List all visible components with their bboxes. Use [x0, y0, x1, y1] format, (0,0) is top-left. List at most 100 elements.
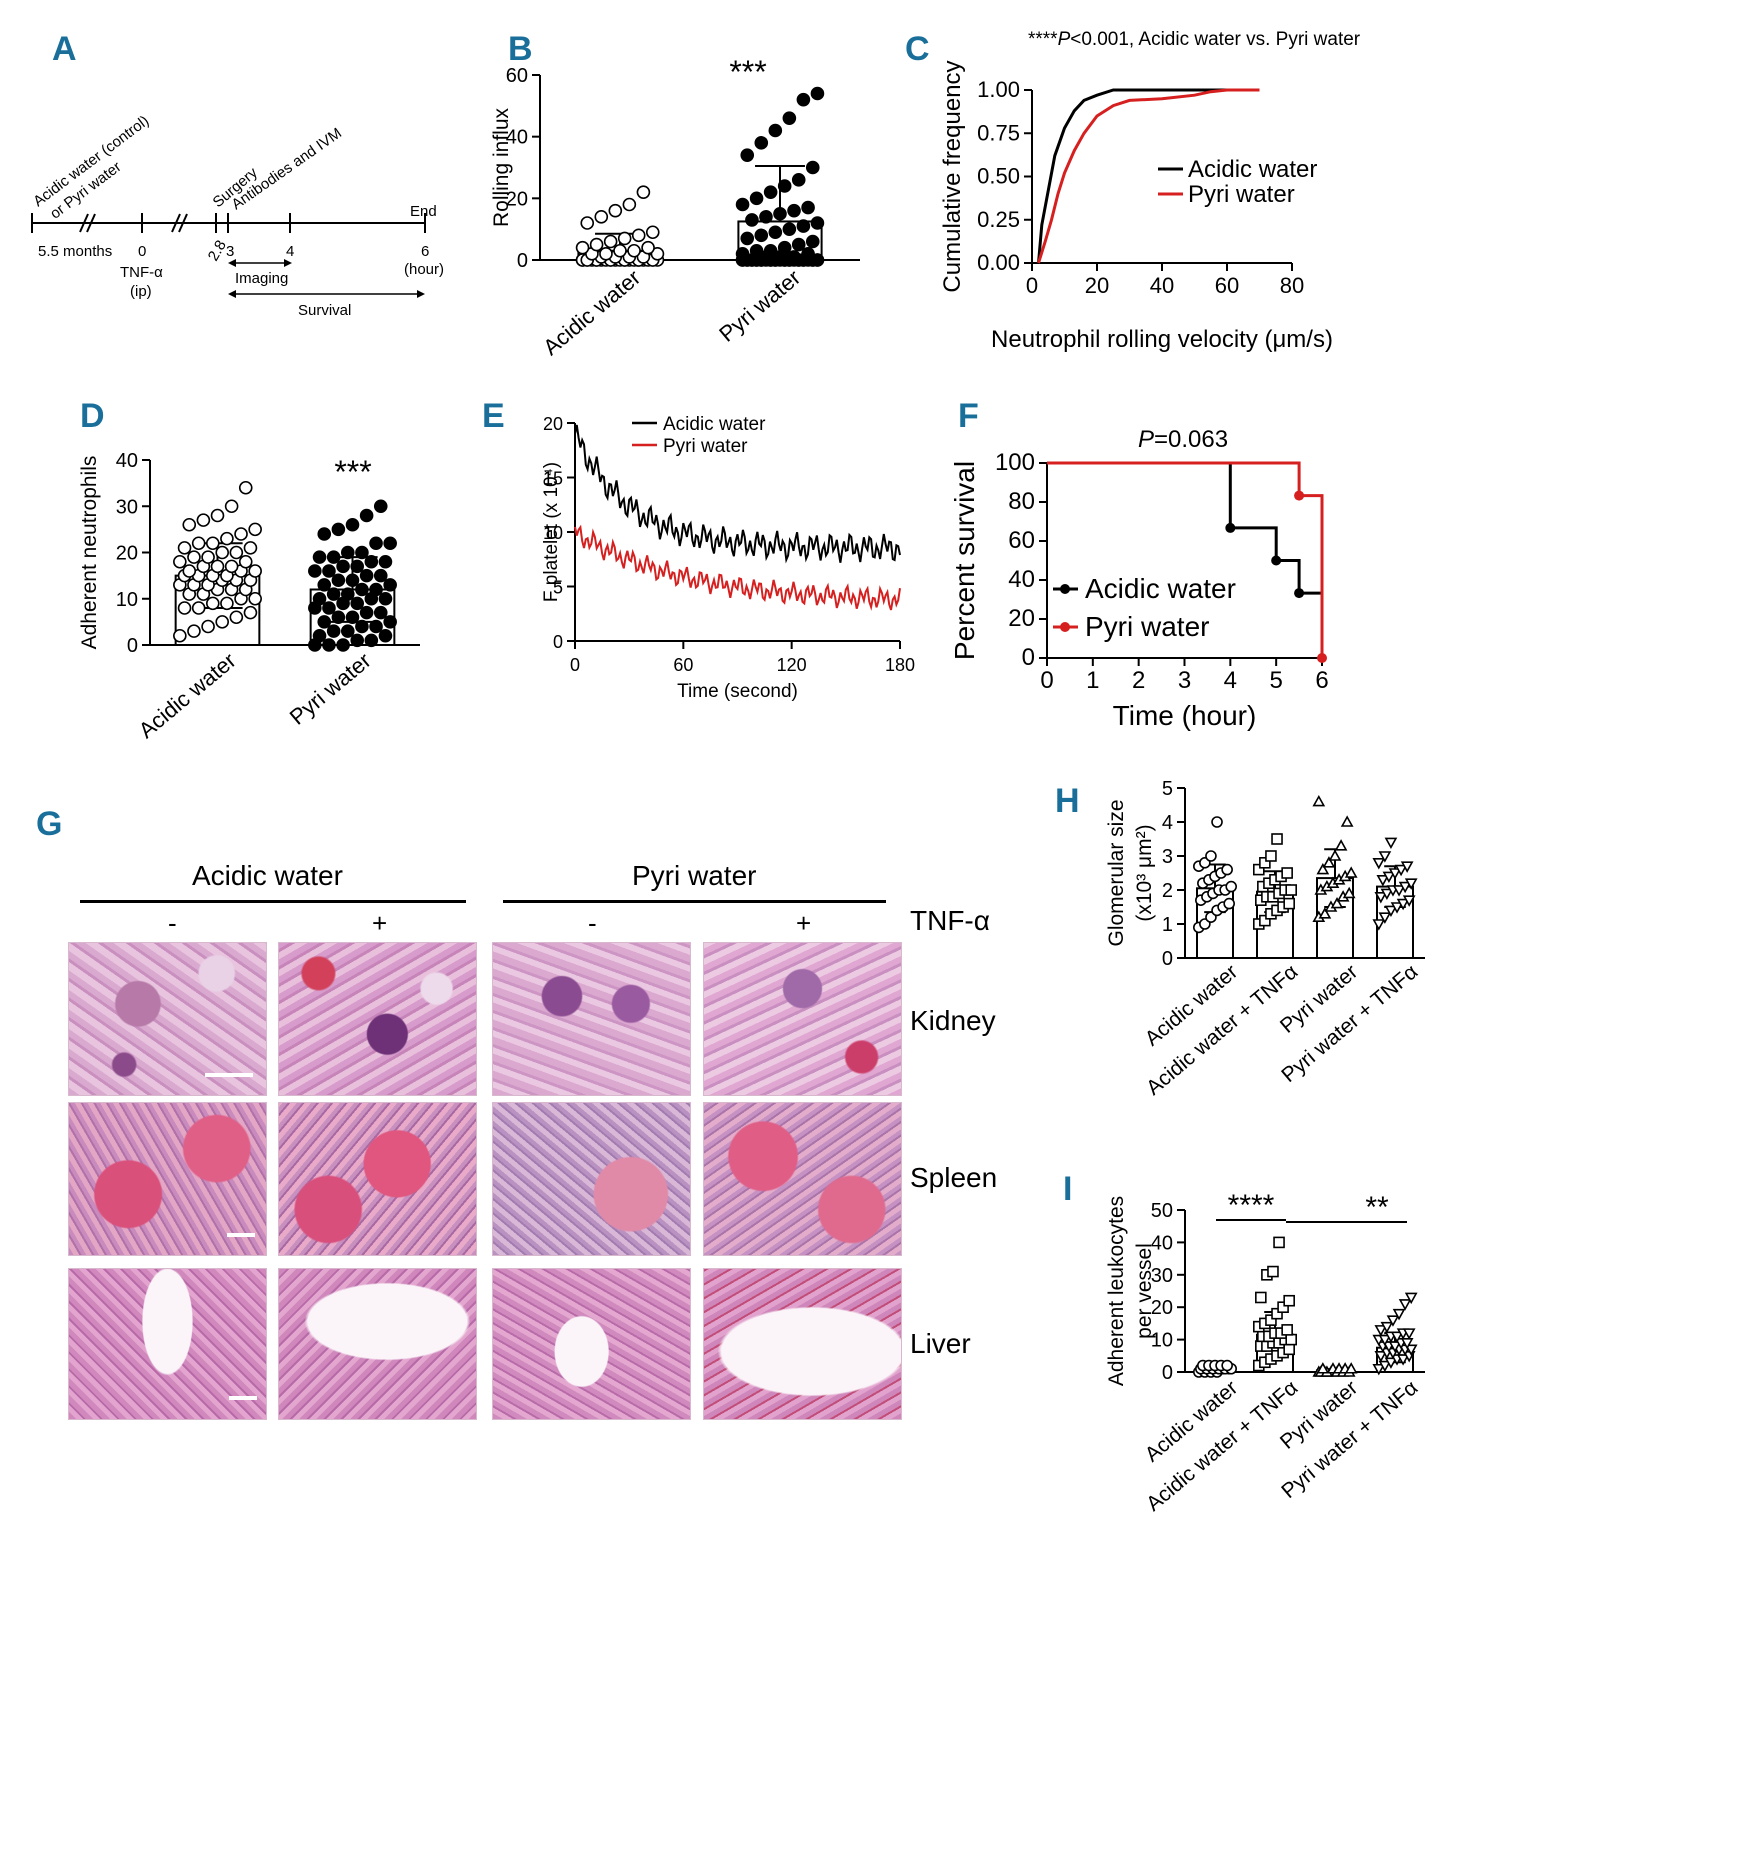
data-point — [1402, 895, 1416, 907]
data-point — [1322, 856, 1336, 868]
data-point — [1318, 907, 1332, 919]
data-point — [1402, 1328, 1416, 1340]
timeline-event-end: End — [410, 203, 437, 220]
series-marker — [1317, 653, 1327, 663]
x-tick-label: 20 — [1085, 273, 1109, 298]
data-point — [1259, 857, 1271, 869]
data-point — [740, 148, 755, 162]
data-point — [201, 550, 215, 564]
y-tick-label: 0.25 — [977, 207, 1020, 232]
data-point — [1378, 1360, 1392, 1373]
y-tick-label: 5 — [553, 578, 563, 598]
data-point — [373, 499, 388, 514]
y-axis-label: Cumulative frequency — [939, 60, 966, 292]
data-point — [173, 554, 187, 569]
chart-f-pvalue: P=0.063 — [1138, 426, 1228, 453]
data-point — [791, 173, 806, 187]
data-point — [810, 86, 825, 101]
data-point — [215, 615, 230, 629]
data-point — [340, 624, 355, 638]
y-tick-label: 80 — [1008, 488, 1035, 515]
data-point — [1398, 881, 1412, 894]
chart-adherent-leukocytes: **** ** 0 10 20 30 40 50 Adherent leukocytes pe… — [1105, 1189, 1425, 1516]
timeline-survival-label: Survival — [298, 302, 351, 319]
x-tick-label: 60 — [673, 655, 693, 675]
data-point — [201, 619, 215, 634]
y-tick-label: 50 — [1151, 1200, 1173, 1222]
data-point — [1285, 1333, 1297, 1346]
data-point — [322, 564, 336, 578]
data-point — [1312, 794, 1326, 807]
data-point — [1205, 850, 1217, 862]
y-tick-label: 3 — [1162, 846, 1173, 868]
chart-b-significance: *** — [729, 55, 766, 90]
panel-label-a: A — [52, 30, 77, 68]
data-point — [608, 203, 623, 218]
data-point — [1374, 1351, 1388, 1363]
data-point — [331, 610, 346, 625]
histology-tnf-sign-2: + — [372, 908, 388, 938]
data-point — [1259, 914, 1271, 927]
data-point — [1273, 1236, 1285, 1249]
kidney-image-pyri-tnf — [703, 942, 902, 1096]
data-point — [1265, 1314, 1277, 1326]
y-axis-label: Glomerular size — [1105, 799, 1128, 946]
data-point — [1384, 1357, 1398, 1369]
y-tick-label: 10 — [116, 589, 138, 611]
histology-group-pyri: Pyri water — [632, 860, 757, 891]
data-point — [1392, 1308, 1406, 1321]
panel-label-i: I — [1063, 1170, 1073, 1208]
data-point — [1396, 1354, 1410, 1366]
data-point — [1340, 815, 1354, 827]
data-point — [749, 191, 764, 206]
y-axis-label: (x10³ μm²) — [1133, 824, 1156, 921]
spleen-image-pyri-control — [492, 1102, 691, 1256]
data-point — [735, 197, 750, 212]
x-tick-label: 5 — [1269, 667, 1282, 694]
y-tick-label: 1 — [1162, 914, 1173, 936]
data-point — [177, 601, 192, 615]
chart-i-significance-2: ** — [1365, 1191, 1389, 1224]
data-point — [1344, 866, 1358, 878]
data-point — [1372, 858, 1386, 870]
data-point — [378, 554, 393, 569]
data-point — [336, 638, 350, 652]
data-point — [801, 200, 815, 215]
series-line — [1047, 461, 1322, 595]
timeline-label-3: 3 — [226, 243, 234, 260]
data-point — [1396, 898, 1410, 911]
histology-group-pyri-line — [503, 900, 886, 903]
liver-image-acidic-control — [68, 1268, 267, 1420]
data-point — [1221, 863, 1233, 876]
spleen-image-pyri-tnf — [703, 1102, 902, 1256]
histology-tnf-label: TNF-α — [910, 905, 990, 936]
data-point — [1277, 1301, 1289, 1313]
liver-scale-bar — [229, 1396, 257, 1400]
data-point — [810, 216, 825, 230]
data-point — [355, 545, 369, 560]
data-point — [1384, 837, 1398, 850]
data-point — [234, 527, 248, 541]
data-point — [1382, 871, 1396, 884]
panel-label-d: D — [80, 397, 105, 435]
data-point — [782, 222, 797, 236]
data-point — [759, 210, 773, 224]
data-point — [1281, 867, 1293, 879]
series-marker — [1294, 588, 1305, 599]
histology-row-spleen: Spleen — [910, 1162, 998, 1193]
panel-label-c: C — [905, 30, 930, 68]
data-point — [810, 253, 825, 267]
data-point — [312, 550, 327, 564]
data-point — [326, 550, 341, 564]
data-point — [317, 578, 332, 592]
data-point — [641, 240, 655, 255]
data-point — [220, 596, 234, 611]
category-label: Acidic water — [134, 648, 241, 743]
data-point — [322, 638, 336, 652]
data-point — [1386, 1315, 1400, 1327]
spleen-image-acidic-control — [68, 1102, 267, 1256]
histology-tnf-sign-4: + — [796, 908, 812, 938]
data-point — [336, 559, 350, 574]
data-point — [350, 633, 365, 648]
